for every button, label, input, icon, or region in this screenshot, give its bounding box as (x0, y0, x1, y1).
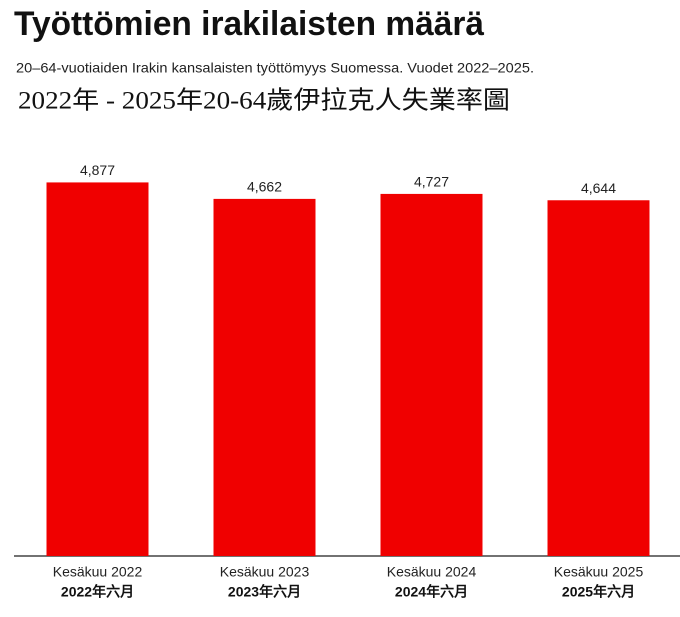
x-tick-label: Kesäkuu 2025 (554, 564, 644, 580)
chart-subtitle: 20–64-vuotiaiden Irakin kansalaisten työ… (16, 60, 534, 76)
value-label: 4,662 (247, 179, 282, 195)
x-tick-label-zh: 2023年六月 (228, 584, 301, 600)
x-tick-label: Kesäkuu 2022 (53, 564, 143, 580)
bar (380, 193, 483, 556)
x-tick-label: Kesäkuu 2023 (220, 564, 310, 580)
x-tick-label-zh: 2025年六月 (562, 584, 635, 600)
value-label: 4,644 (581, 180, 616, 196)
value-label: 4,727 (414, 174, 449, 190)
bar (547, 200, 650, 557)
overlay-title: 2022年 - 2025年20-64歲伊拉克人失業率圖 (18, 87, 510, 115)
bar (213, 198, 316, 556)
x-tick-label: Kesäkuu 2024 (387, 564, 477, 580)
x-tick-label-zh: 2024年六月 (395, 584, 468, 600)
x-tick-label-zh: 2022年六月 (61, 584, 134, 600)
chart-title: Työttömien irakilaisten määrä (14, 5, 484, 43)
value-label: 4,877 (80, 162, 115, 178)
bar (46, 182, 149, 556)
